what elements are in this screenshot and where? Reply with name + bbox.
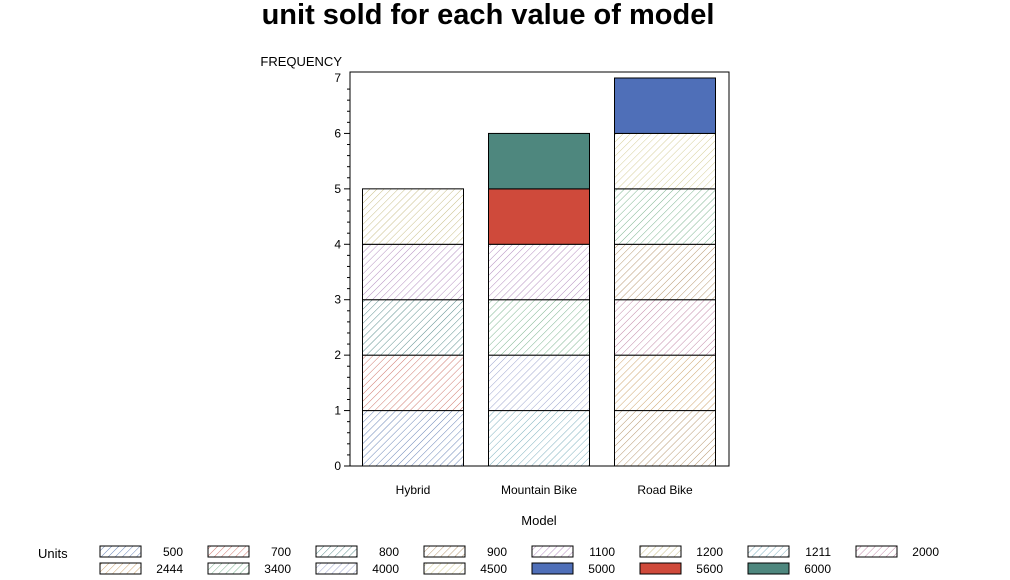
legend-label: 2000 (912, 545, 939, 559)
legend-label: 900 (487, 545, 507, 559)
legend-label: 4500 (480, 562, 507, 576)
bar-segment (488, 410, 590, 467)
legend-swatch (747, 545, 790, 558)
x-axis-label: Model (521, 513, 557, 528)
legend-swatch (531, 562, 574, 575)
y-tick-label: 0 (334, 459, 341, 473)
legend-swatch (747, 562, 790, 575)
bar-segment (614, 299, 716, 356)
x-tick-label: Hybrid (396, 483, 431, 497)
bar-segment (614, 354, 716, 412)
y-tick-label: 2 (334, 348, 341, 362)
bar-segment (488, 299, 590, 356)
legend-label: 500 (163, 545, 183, 559)
legend-label: 5000 (588, 562, 615, 576)
legend-swatch (423, 545, 466, 558)
legend-swatch (207, 545, 250, 558)
y-axis-label: FREQUENCY (260, 54, 342, 69)
legend: 500 700 800 900 1100 1200 1211 2000 2444 3400 4000… (99, 545, 939, 576)
bar-segment (488, 188, 590, 245)
legend-swatch (639, 545, 682, 558)
y-tick-label: 5 (334, 182, 341, 196)
x-tick-label: Mountain Bike (501, 483, 577, 497)
bar-segment (488, 132, 590, 190)
bar-segment (362, 188, 464, 245)
bar-segment (362, 243, 464, 301)
legend-swatch (531, 545, 574, 558)
legend-swatch (315, 562, 358, 575)
legend-swatch (99, 545, 142, 558)
legend-label: 700 (271, 545, 291, 559)
legend-label: 800 (379, 545, 399, 559)
legend-label: 6000 (804, 562, 831, 576)
y-tick-label: 3 (334, 293, 341, 307)
bar-segment (614, 132, 716, 190)
bar-segment (614, 77, 716, 134)
y-tick-label: 1 (334, 404, 341, 418)
bar-segment (488, 243, 590, 301)
legend-label: 1211 (805, 545, 831, 559)
legend-label: 1200 (696, 545, 723, 559)
y-tick-label: 7 (334, 71, 341, 85)
y-axis: 0 1 2 3 4 5 6 7 (334, 71, 351, 473)
bar-segment (362, 354, 464, 412)
legend-label: 5600 (696, 562, 723, 576)
legend-swatch (207, 562, 250, 575)
legend-swatch (855, 545, 898, 558)
bar-segment (614, 188, 716, 245)
legend-label: 1100 (589, 545, 615, 559)
legend-swatch (99, 562, 142, 575)
chart-title: unit sold for each value of model (262, 0, 715, 31)
legend-label: 4000 (372, 562, 399, 576)
bar-segment (362, 299, 464, 356)
y-tick-label: 4 (334, 237, 341, 251)
bar-segment (362, 410, 464, 467)
bars-group (362, 77, 716, 467)
legend-swatch (639, 562, 682, 575)
x-axis: Hybrid Mountain Bike Road Bike (396, 483, 693, 497)
bar-segment (614, 243, 716, 301)
bar-segment (488, 354, 590, 412)
legend-swatch (315, 545, 358, 558)
legend-label: 3400 (264, 562, 291, 576)
legend-swatch (423, 562, 466, 575)
y-tick-label: 6 (334, 126, 341, 140)
legend-label: 2444 (156, 562, 183, 576)
legend-title: Units (38, 546, 68, 561)
x-tick-label: Road Bike (637, 483, 693, 497)
bar-segment (614, 410, 716, 467)
